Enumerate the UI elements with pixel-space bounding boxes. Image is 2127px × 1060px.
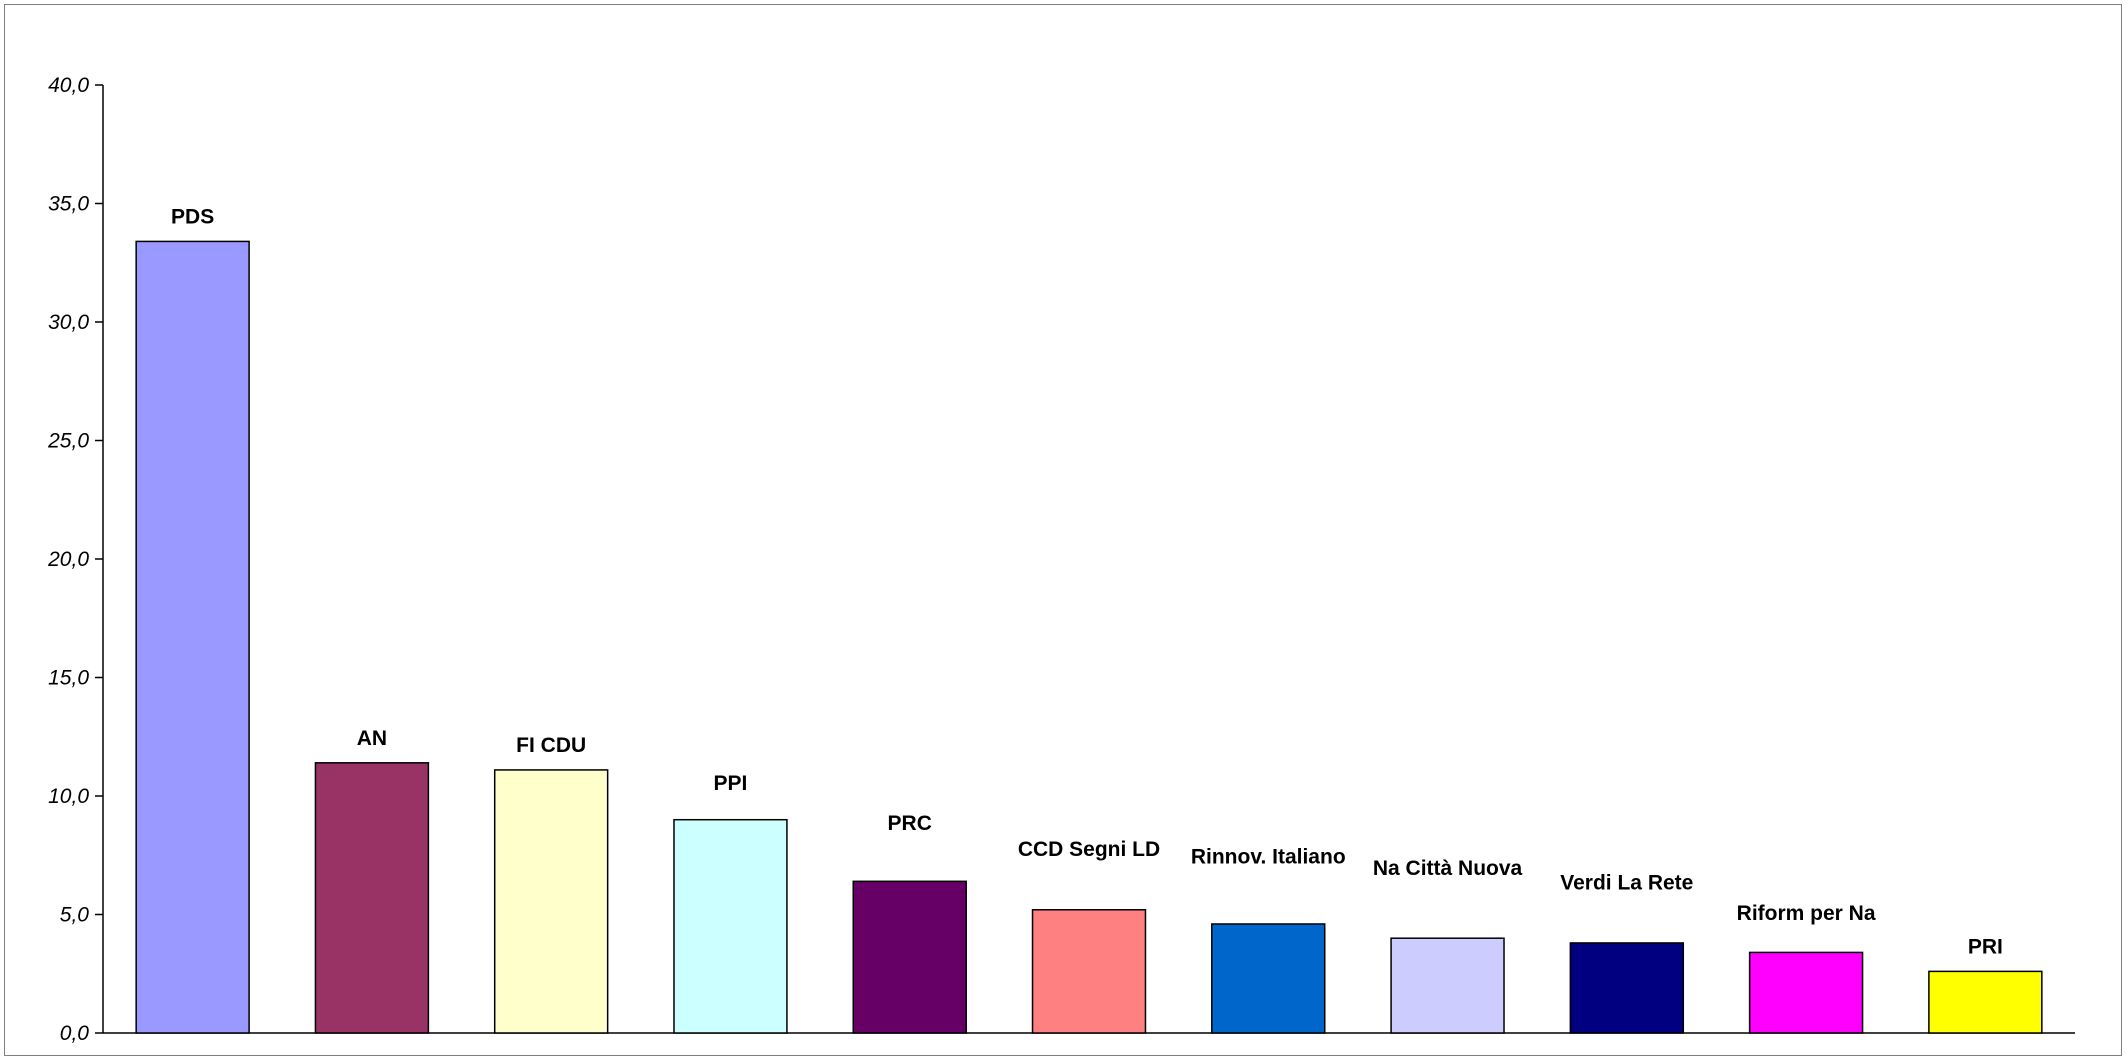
y-tick-label: 15,0 [48, 667, 89, 690]
bar-prc [852, 880, 967, 1034]
bar-verdi-la-rete [1569, 942, 1685, 1034]
y-tick-label: 35,0 [48, 193, 89, 216]
data-label: Na Città Nuova [1373, 857, 1523, 880]
y-tick-label: 30,0 [48, 311, 89, 334]
bar-pri [1928, 970, 2043, 1034]
y-tick-label: 20,0 [47, 548, 89, 571]
bar-rinnov-italiano [1211, 923, 1326, 1034]
bar-ppi [673, 818, 788, 1034]
bar-chart: 0,0 5,0 10,0 15,0 20,0 25,0 30,0 35,0 40,0 PDS AN… [47, 74, 2075, 1045]
y-tick-label: 10,0 [48, 785, 89, 808]
y-axis: 0,0 5,0 10,0 15,0 20,0 25,0 30,0 35,0 40,0 [47, 74, 2075, 1045]
bar-pds [135, 240, 250, 1034]
bar-ccd-segni-ld [1031, 909, 1147, 1034]
data-label: Riform per Na [1737, 902, 1876, 925]
bar-na-citt-nuova [1390, 937, 1505, 1034]
data-labels: PDS AN FI CDU PPI PRC CCD Segni LD Rinnov. Ita… [171, 205, 2003, 958]
chart-frame: 0,0 5,0 10,0 15,0 20,0 25,0 30,0 35,0 40,0 PDS AN… [4, 4, 2122, 1056]
data-label: Verdi La Rete [1560, 871, 1693, 894]
y-tick-label: 0,0 [60, 1022, 90, 1045]
data-label: AN [357, 727, 387, 750]
bar-riform-per-na [1748, 951, 1864, 1034]
y-tick-label: 40,0 [48, 74, 89, 97]
bar-an [314, 762, 430, 1034]
bars [135, 240, 2043, 1034]
data-label: PDS [171, 205, 214, 228]
y-tick-label: 5,0 [60, 904, 90, 927]
bar-fi-cdu [493, 769, 609, 1034]
data-label: FI CDU [516, 734, 586, 757]
data-label: PRC [888, 812, 932, 835]
y-tick-label: 25,0 [47, 430, 89, 453]
data-label: PRI [1968, 935, 2003, 958]
data-label: PPI [714, 772, 748, 795]
data-label: CCD Segni LD [1018, 838, 1160, 861]
data-label: Rinnov. Italiano [1191, 845, 1346, 868]
